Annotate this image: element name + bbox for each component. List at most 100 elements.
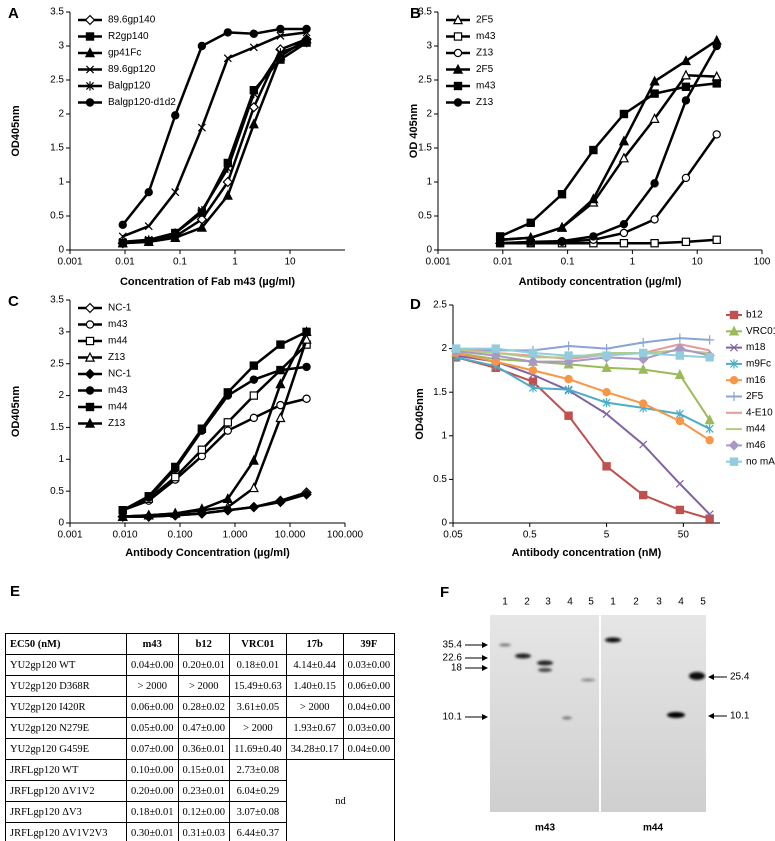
table-cell: 39F: [342, 633, 396, 655]
marker: [117, 510, 128, 521]
marker: [528, 366, 538, 375]
legend-label: m43: [476, 81, 496, 92]
marker: [650, 179, 659, 188]
table-row: YU2gp120 I420R 0.06±0.00 0.28±0.02 3.61±0.0…: [5, 696, 396, 718]
marker: [564, 411, 573, 420]
legend-label: NC-1: [108, 369, 132, 380]
marker: [650, 215, 659, 224]
x-tick-label: 0.010: [112, 530, 137, 541]
marker: [453, 32, 463, 41]
marker: [275, 496, 286, 508]
table-cell: YU2gp120 N279E: [5, 717, 127, 739]
legend-label: Balgp120: [108, 81, 151, 92]
y-tick-label: 1: [58, 454, 64, 465]
table-cell: 6.04±0.29: [229, 780, 287, 802]
band: [667, 712, 685, 718]
x-tick-label: 0.01: [115, 257, 135, 268]
marker: [84, 302, 96, 314]
marker: [276, 48, 285, 58]
table-row: YU2gp120 WT 0.04±0.00 0.20±0.01 0.18±0.01 4.…: [5, 654, 396, 676]
gel-panel: [601, 615, 706, 812]
marker: [197, 123, 206, 132]
series-line: [121, 27, 307, 226]
lane-label: 4: [678, 597, 684, 608]
marker: [223, 426, 233, 435]
marker: [674, 369, 685, 379]
y-tick-label: 0.5: [418, 211, 432, 222]
lane-label: 5: [700, 597, 706, 608]
table-cell: JRFLgp120 ΔV3: [5, 801, 127, 823]
x-tick-label: 10: [692, 257, 704, 268]
gel-label: m43: [535, 823, 555, 834]
marker: [649, 113, 660, 123]
y-tick-label: 0: [58, 518, 64, 529]
band: [562, 716, 572, 720]
table-cell: > 2000: [229, 717, 287, 739]
x-axis-title: Antibody concentration (nM): [512, 547, 662, 559]
marker: [681, 173, 691, 183]
series-line: [455, 351, 711, 442]
table-cell: 0.06±0.00: [342, 675, 396, 697]
marker: [197, 41, 207, 51]
gel-bands: [499, 637, 705, 720]
marker: [276, 31, 285, 40]
ec50-table: EC50 (nM) m43 b12 VRC01 17b 39F YU2gp120 WT 0.0…: [5, 633, 396, 841]
marker: [556, 221, 568, 232]
legend-label: 89.6gp120: [108, 64, 156, 75]
marker: [249, 29, 259, 38]
marker: [171, 111, 180, 120]
table-cell: YU2gp120 WT: [5, 654, 127, 676]
table-cell: 6.44±0.37: [229, 822, 287, 841]
legend-label: gp41Fc: [108, 48, 141, 59]
marker: [85, 402, 95, 412]
marker: [197, 424, 207, 433]
table-row: YU2gp120 D368R > 2000 > 2000 15.49±0.63 1.40…: [5, 675, 396, 697]
y-tick-label: 0: [426, 245, 432, 256]
table-row: JRFLgp120 ΔV1V2V3 0.30±0.01 0.31±0.03 6.44±…: [5, 822, 395, 841]
series-line: [122, 31, 307, 238]
marker: [495, 232, 505, 241]
marker: [249, 391, 259, 400]
lane-label: 1: [610, 597, 616, 608]
band: [605, 637, 621, 643]
marker: [639, 440, 648, 449]
table-cell: YU2gp120 G459E: [5, 738, 127, 760]
band: [689, 672, 705, 680]
x-tick-label: 0.001: [57, 530, 82, 541]
marker: [638, 363, 649, 374]
table-cell: YU2gp120 D368R: [5, 675, 127, 697]
band: [499, 643, 511, 647]
marker: [275, 412, 286, 423]
table-cell: 0.28±0.02: [177, 696, 231, 718]
legend-label: m43: [476, 31, 496, 42]
legend-label: m16: [746, 375, 766, 386]
marker: [528, 383, 537, 393]
y-tick-label: 2: [58, 109, 64, 120]
x-tick-label: 0.1: [561, 257, 575, 268]
y-axis-title: OD405nm: [10, 105, 22, 157]
marker: [453, 98, 463, 107]
size-marker: 10.1: [443, 712, 463, 723]
table-cell: 15.49±0.63: [229, 675, 287, 697]
y-tick-label: 3: [426, 41, 432, 52]
marker: [675, 333, 685, 343]
marker: [491, 344, 500, 353]
table-cell: 0.31±0.03: [177, 822, 231, 841]
marker: [171, 472, 180, 482]
table-cell: 0.30±0.01: [126, 822, 179, 841]
table-cell: 1.40±0.15: [285, 675, 344, 697]
marker: [728, 440, 740, 451]
table-cell: 0.47±0.00: [177, 717, 231, 739]
table-cell: JRFLgp120 WT: [5, 759, 127, 781]
x-tick-label: 5: [604, 530, 610, 541]
marker: [602, 351, 611, 360]
marker: [453, 48, 463, 58]
marker: [712, 79, 721, 88]
table-cell: 34.28±0.17: [285, 738, 344, 760]
table-cell: b12: [177, 633, 231, 655]
panel-label: E: [10, 583, 20, 600]
x-tick-label: 100.000: [327, 530, 364, 541]
marker: [649, 75, 660, 86]
x-tick-label: 0.001: [57, 257, 82, 268]
x-tick-label: 0.001: [425, 257, 450, 268]
